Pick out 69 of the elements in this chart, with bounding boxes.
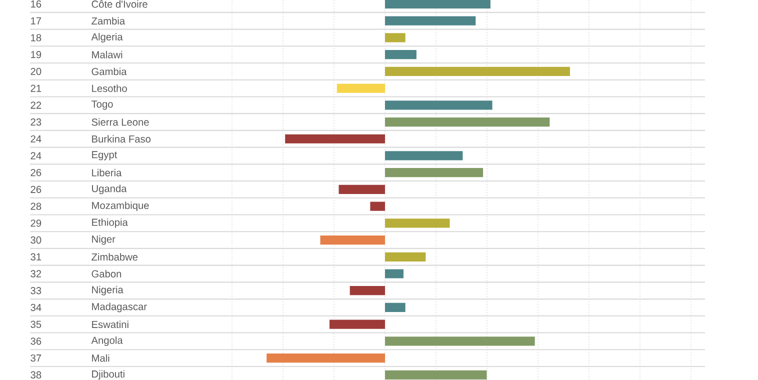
bar xyxy=(320,235,386,245)
text: 21 xyxy=(30,84,42,92)
text: 26 xyxy=(30,186,42,194)
text: 17 xyxy=(31,17,42,24)
y-tick-label: Algeria xyxy=(91,32,123,42)
y-tick-label: Madagascar xyxy=(92,302,147,312)
y-tick-label: Ethiopia xyxy=(92,218,128,228)
bar xyxy=(266,353,386,363)
y-tick-label: Egypt xyxy=(92,151,118,160)
bar xyxy=(385,16,476,26)
y-tick-label: Lesotho xyxy=(92,84,127,92)
y-tick-label: Liberia xyxy=(92,168,122,176)
y-tick-label: Eswatini xyxy=(92,320,128,328)
y-tick-label: Mozambique xyxy=(92,202,149,212)
y-tick-label: Sierra Leone xyxy=(92,118,149,126)
text: 20 xyxy=(30,68,42,76)
y-tick-label: Angola xyxy=(91,336,123,346)
y-tick-label: Togo xyxy=(92,100,113,110)
y-tick-label: Côte d'Ivoire xyxy=(92,0,148,8)
bar xyxy=(385,50,416,60)
y-tick-label: Nigeria xyxy=(92,286,124,296)
bar xyxy=(370,202,386,211)
bar xyxy=(385,252,426,262)
text: 37 xyxy=(30,354,42,362)
text: 30 xyxy=(30,236,42,244)
text: 23 xyxy=(30,118,42,126)
y-tick-label: Uganda xyxy=(92,184,127,194)
text: 16 xyxy=(31,0,42,8)
text: 31 xyxy=(30,253,42,260)
text: 33 xyxy=(30,287,42,294)
bar xyxy=(385,302,406,312)
y-tick-label: Mali xyxy=(92,354,110,362)
text: 32 xyxy=(30,270,42,278)
bar xyxy=(385,117,550,127)
bar xyxy=(385,151,463,160)
text: 18 xyxy=(31,34,42,42)
text: 35 xyxy=(30,320,42,328)
bar xyxy=(385,100,492,110)
text: 19 xyxy=(31,50,42,58)
y-tick-label: Zambia xyxy=(92,17,126,25)
y-tick-label: Zimbabwe xyxy=(92,253,138,261)
text: 29 xyxy=(30,220,42,227)
bar xyxy=(285,134,386,144)
bar xyxy=(336,84,386,93)
text: 24 xyxy=(30,135,42,142)
y-tick-label: Burkina Faso xyxy=(92,135,151,143)
bar xyxy=(385,370,487,380)
text: 34 xyxy=(30,304,42,312)
bar xyxy=(385,269,404,278)
bar xyxy=(385,168,484,178)
bar xyxy=(338,184,386,194)
bar xyxy=(385,336,535,346)
bar xyxy=(385,218,450,228)
y-tick-label: Malawi xyxy=(92,50,122,58)
y-tick-label: Djibouti xyxy=(92,370,124,380)
text: 24 xyxy=(30,152,42,160)
y-tick-label: Gabon xyxy=(92,270,122,278)
text: 28 xyxy=(30,202,42,210)
bar xyxy=(385,0,490,9)
text: 38 xyxy=(30,371,42,378)
y-tick-label: Niger xyxy=(92,235,116,245)
bar xyxy=(330,320,386,329)
text: 22 xyxy=(30,102,42,109)
text: 26 xyxy=(30,168,42,176)
y-tick-label: Gambia xyxy=(92,68,127,76)
bar xyxy=(350,286,386,296)
bar xyxy=(385,66,570,76)
bar xyxy=(385,33,406,42)
text: 36 xyxy=(30,338,42,345)
